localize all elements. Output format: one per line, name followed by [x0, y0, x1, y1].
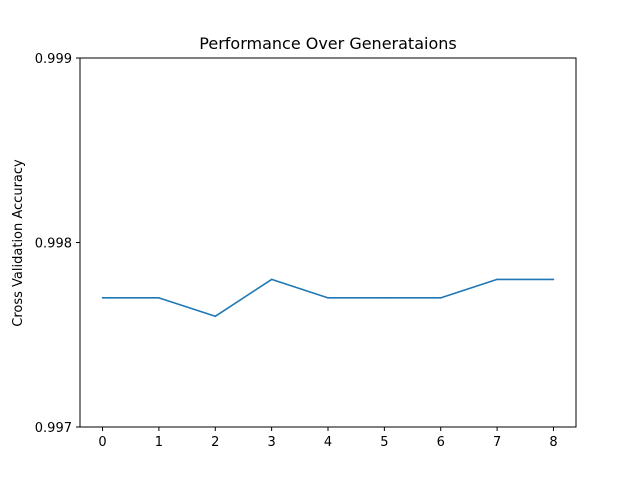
x-tick-label: 0: [98, 435, 106, 450]
y-tick-label: 0.999: [35, 52, 72, 67]
data-point: [496, 278, 498, 281]
x-tick-label: 1: [155, 435, 163, 450]
x-tick-label: 2: [211, 435, 219, 450]
y-tick-label: 0.997: [35, 421, 72, 436]
data-point: [158, 297, 160, 299]
plot-frame: [79, 57, 577, 428]
x-tick-label: 6: [437, 435, 445, 450]
x-tick-label: 8: [549, 435, 557, 450]
chart-title: Performance Over Generataions: [199, 34, 456, 53]
x-tick-label: 3: [267, 435, 275, 450]
x-tick-label: 4: [324, 435, 332, 450]
data-point: [101, 297, 104, 299]
data-point: [270, 278, 273, 281]
data-point: [439, 297, 442, 299]
data-point: [383, 297, 386, 299]
data-point: [214, 315, 217, 318]
data-point: [327, 297, 329, 299]
plot-area: 0 1 2 3 4 5 6 7 8 0.997 0.998 0.999: [35, 52, 558, 450]
data-point: [552, 278, 555, 281]
x-tick-label: 7: [493, 435, 501, 450]
x-tick-label: 5: [380, 435, 388, 450]
y-tick-label: 0.998: [35, 237, 72, 252]
y-axis-label: Cross Validation Accuracy: [11, 159, 26, 327]
